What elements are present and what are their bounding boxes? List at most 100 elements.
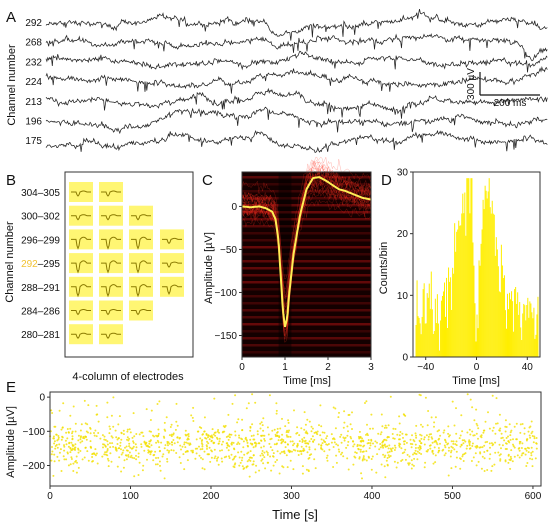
spike-point xyxy=(185,441,188,444)
panel-c-xtick: 1 xyxy=(282,362,288,373)
spike-point xyxy=(95,413,98,416)
spike-point xyxy=(133,435,136,438)
spike-point xyxy=(260,434,263,437)
spike-point xyxy=(505,442,507,445)
spike-point xyxy=(490,469,493,472)
spike-point xyxy=(459,467,462,470)
spike-point xyxy=(303,428,306,431)
spike-point xyxy=(286,466,289,469)
spike-point xyxy=(83,437,86,440)
spike-point xyxy=(172,449,175,452)
spike-point xyxy=(208,446,211,449)
spike-point xyxy=(267,461,270,464)
spike-point xyxy=(504,459,507,462)
spike-point xyxy=(494,432,497,435)
spike-point xyxy=(249,459,252,462)
spike-point xyxy=(292,444,294,447)
spike-point xyxy=(326,435,329,438)
spike-point xyxy=(455,450,458,453)
spike-point xyxy=(206,440,209,443)
histogram-bar xyxy=(488,178,490,357)
spike-point xyxy=(308,440,311,443)
panel-label-a: A xyxy=(6,9,16,26)
spike-point xyxy=(398,422,401,425)
spike-point xyxy=(530,452,533,454)
spike-point xyxy=(384,476,387,479)
spike-point xyxy=(311,435,314,438)
spike-point xyxy=(60,438,63,441)
spike-point xyxy=(346,444,349,447)
spike-point xyxy=(310,453,313,456)
spike-point xyxy=(126,436,129,439)
spike-point xyxy=(311,427,314,430)
histogram-bar xyxy=(476,314,478,357)
spike-point xyxy=(261,458,264,461)
spike-point xyxy=(368,447,371,450)
spike-point xyxy=(320,444,323,447)
spike-point xyxy=(133,457,136,460)
spike-point xyxy=(160,441,163,444)
spike-point xyxy=(323,450,326,453)
spike-point xyxy=(493,463,496,466)
spike-point xyxy=(109,446,112,449)
spike-point xyxy=(497,451,500,454)
spike-point xyxy=(370,458,373,460)
spike-point xyxy=(104,451,107,454)
spike-point xyxy=(333,441,336,444)
spike-point xyxy=(104,439,107,441)
spike-point xyxy=(73,447,76,449)
spike-point xyxy=(273,443,276,446)
spike-point xyxy=(226,444,229,446)
spike-point xyxy=(72,470,75,472)
spike-point xyxy=(531,465,534,468)
spike-point xyxy=(204,437,207,439)
spike-point xyxy=(445,441,447,444)
spike-point xyxy=(423,438,426,441)
density-band xyxy=(242,281,371,284)
spike-point xyxy=(431,441,434,444)
spike-point xyxy=(126,430,129,433)
spike-point xyxy=(120,438,123,441)
spike-point xyxy=(332,466,335,468)
spike-point xyxy=(500,432,503,435)
channel-label-268: 268 xyxy=(25,38,42,49)
spike-point xyxy=(483,470,486,472)
density-band xyxy=(242,253,371,256)
electrode-waveform xyxy=(101,190,121,197)
spike-point xyxy=(319,434,322,437)
spike-point xyxy=(252,446,255,449)
panel-c-ytick: −50 xyxy=(220,245,237,256)
spike-point xyxy=(469,433,472,436)
spike-point xyxy=(148,446,151,448)
electrode-waveform xyxy=(101,309,121,316)
spike-point xyxy=(53,442,56,445)
spike-point xyxy=(409,438,412,441)
spike-point xyxy=(325,456,328,459)
spike-point xyxy=(146,458,148,461)
spike-point xyxy=(285,434,288,437)
spike-point xyxy=(494,451,497,454)
histogram-bar xyxy=(453,273,455,357)
spike-point xyxy=(292,448,295,451)
panel-e-ytick: −100 xyxy=(22,427,45,438)
spike-point xyxy=(118,456,121,459)
spike-point xyxy=(438,449,441,452)
histogram-bar xyxy=(491,200,493,357)
spike-point xyxy=(156,463,159,466)
spike-point xyxy=(104,445,107,448)
spike-point xyxy=(53,437,55,440)
spike-point xyxy=(120,470,123,473)
spike-point xyxy=(529,436,532,439)
spike-point xyxy=(233,456,236,458)
spike-point xyxy=(173,442,176,445)
spike-point xyxy=(379,433,382,436)
spike-point xyxy=(384,454,387,457)
spike-point xyxy=(234,434,237,437)
spike-point xyxy=(79,450,82,452)
spike-point xyxy=(507,440,510,443)
spike-point xyxy=(190,449,193,452)
spike-point xyxy=(346,457,349,460)
single-waveform xyxy=(241,163,372,336)
spike-point xyxy=(418,448,421,451)
